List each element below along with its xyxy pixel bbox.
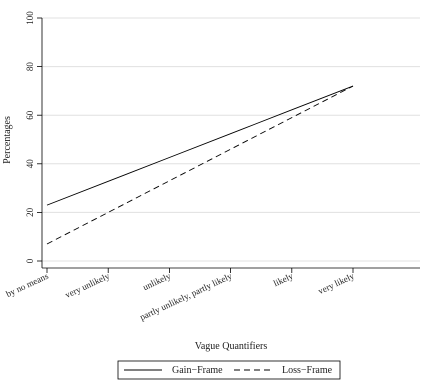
legend-box	[117, 360, 341, 380]
y-axis-title: Percentages	[2, 116, 13, 164]
x-tick-label: likely	[272, 271, 295, 289]
x-tick-label: very likely	[316, 271, 356, 297]
line-series	[46, 85, 354, 245]
x-tick-label: by no means	[4, 271, 50, 299]
legend-label: Gain−Frame	[172, 365, 223, 376]
y-tick-label: 80	[25, 62, 35, 72]
y-tick-label: 20	[25, 207, 35, 217]
x-axis-title: Vague Quantifiers	[195, 341, 268, 352]
y-tick-label: 0	[25, 258, 35, 263]
y-tick-label: 60	[25, 110, 35, 120]
y-tick-label: 100	[25, 11, 35, 25]
x-tick-label: very unlikely	[64, 271, 112, 300]
y-tick-label: 40	[25, 159, 35, 169]
line-series	[46, 85, 354, 206]
x-tick-label: unlikely	[141, 271, 172, 293]
legend-label: Loss−Frame	[282, 365, 333, 376]
